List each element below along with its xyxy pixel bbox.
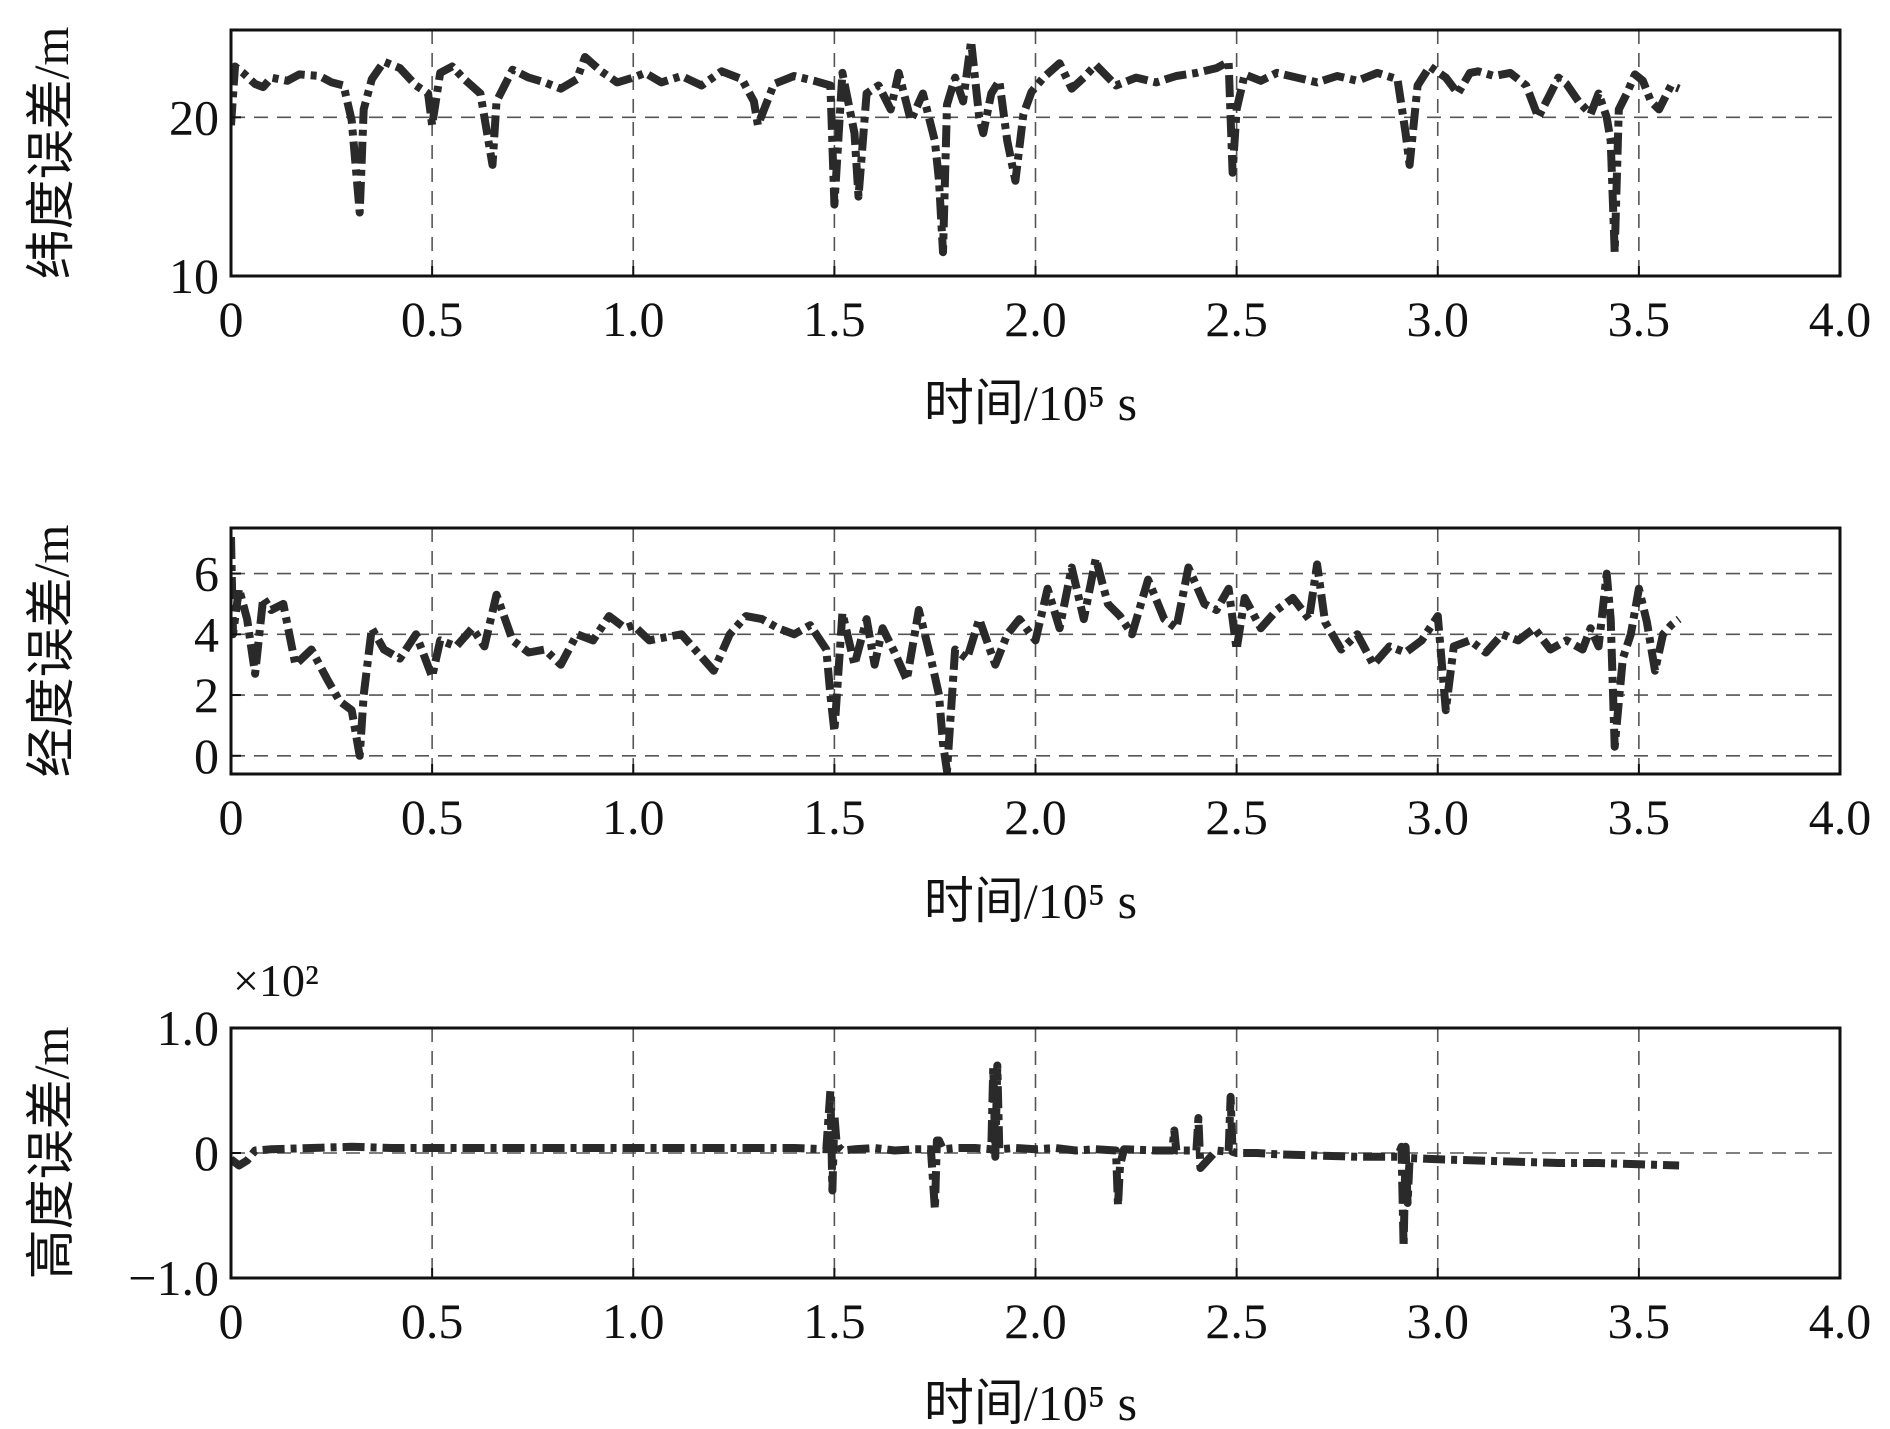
x-tick-label: 1.0 [602, 291, 665, 347]
x-tick-label: 4.0 [1809, 1293, 1872, 1349]
x-tick-label: 0 [219, 291, 244, 347]
x-tick-label: 1.5 [803, 789, 866, 845]
series-line [231, 37, 1681, 257]
x-tick-label: 3.0 [1407, 1293, 1470, 1349]
x-axis-label: 时间/10⁵ s [924, 375, 1137, 431]
x-axis-label: 时间/10⁵ s [924, 873, 1137, 929]
y-axis-label: 高度误差/m [23, 1027, 79, 1280]
y-tick-label: −1.0 [128, 1250, 219, 1306]
series-line [231, 1061, 1680, 1251]
y-tick-label: 0 [194, 728, 219, 784]
x-tick-label: 0.5 [401, 789, 464, 845]
latitude-error-chart: 0 0.5 1.0 1.5 2.0 2.5 3.0 3.5 4.0 10 20 时间/10⁵ s 纬度误… [23, 27, 1871, 431]
x-tick-label: 0 [219, 789, 244, 845]
x-tick-label: 1.0 [602, 1293, 665, 1349]
x-tick-label: 3.0 [1407, 291, 1470, 347]
x-tick-label: 0 [219, 1293, 244, 1349]
x-tick-label: 0.5 [401, 1293, 464, 1349]
y-tick-label: 2 [194, 667, 219, 723]
x-tick-label: 3.5 [1608, 1293, 1671, 1349]
x-tick-label: 1.5 [803, 1293, 866, 1349]
series-line [231, 537, 1682, 774]
y-tick-label: 4 [194, 606, 219, 662]
y-tick-label: 6 [194, 546, 219, 602]
y-tick-label: 1.0 [157, 1000, 220, 1056]
y-tick-label: 20 [169, 89, 219, 145]
y-axis-label: 经度误差/m [23, 525, 79, 778]
x-tick-label: 3.5 [1608, 291, 1671, 347]
x-tick-label: 4.0 [1809, 291, 1872, 347]
x-tick-label: 3.0 [1407, 789, 1470, 845]
x-tick-label: 0.5 [401, 291, 464, 347]
x-tick-label: 2.0 [1004, 789, 1067, 845]
x-tick-label: 4.0 [1809, 789, 1872, 845]
altitude-error-chart: 0 0.5 1.0 1.5 2.0 2.5 3.0 3.5 4.0−1.001.0时间/10⁵ … [23, 955, 1871, 1429]
x-tick-label: 1.5 [803, 291, 866, 347]
x-tick-label: 1.0 [602, 789, 665, 845]
y-tick-label: 10 [169, 248, 219, 304]
x-tick-label: 3.5 [1608, 789, 1671, 845]
y-axis-label: 纬度误差/m [23, 27, 79, 280]
x-axis-label: 时间/10⁵ s [924, 1375, 1137, 1429]
y-axis-multiplier: ×10² [233, 955, 319, 1006]
x-tick-label: 2.5 [1205, 291, 1268, 347]
y-tick-label: 0 [194, 1125, 219, 1181]
x-tick-label: 2.5 [1205, 789, 1268, 845]
x-tick-label: 2.0 [1004, 291, 1067, 347]
x-tick-label: 2.5 [1205, 1293, 1268, 1349]
x-tick-label: 2.0 [1004, 1293, 1067, 1349]
